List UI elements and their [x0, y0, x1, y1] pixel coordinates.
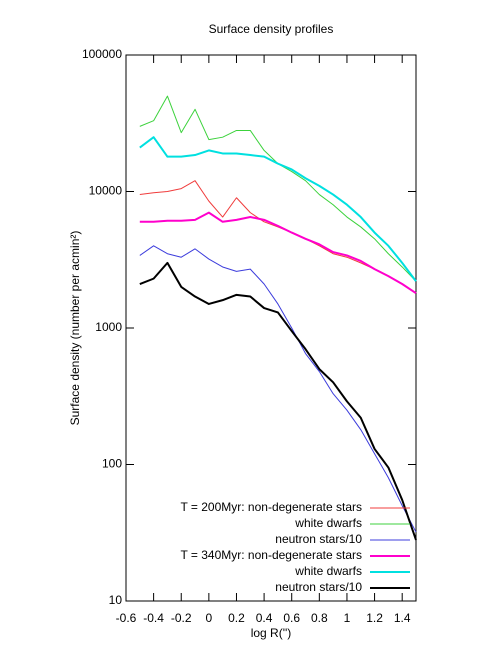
legend-label: white dwarfs [294, 516, 362, 530]
x-tick-label: 0.8 [311, 611, 328, 625]
y-tick-label: 100000 [82, 47, 122, 61]
x-axis-label: log R('') [251, 626, 292, 640]
series-line [139, 136, 417, 282]
legend-label: neutron stars/10 [275, 580, 362, 594]
x-tick-label: 1.4 [394, 611, 411, 625]
y-tick-label: 100 [102, 457, 122, 471]
y-tick-label: 10000 [89, 184, 123, 198]
legend-label: T = 340Myr: non-degenerate stars [180, 548, 362, 562]
plot-frame [125, 54, 417, 602]
x-tick-label: 0 [206, 611, 213, 625]
legend-label: neutron stars/10 [275, 532, 362, 546]
x-tick-label: -0.2 [171, 611, 192, 625]
y-tick-label: 1000 [95, 320, 122, 334]
series-line [139, 261, 417, 541]
series-line [139, 180, 417, 294]
y-axis-label: Surface density (number per acmin²) [68, 231, 82, 426]
x-tick-label: 0.2 [228, 611, 245, 625]
series-line [139, 245, 417, 533]
x-tick-label: 1 [344, 611, 351, 625]
legend-label: white dwarfs [294, 564, 362, 578]
x-tick-label: 0.6 [283, 611, 300, 625]
y-tick-label: 10 [109, 593, 123, 607]
legend-label: T = 200Myr: non-degenerate stars [180, 500, 362, 514]
x-tick-label: -0.6 [116, 611, 137, 625]
chart-title: Surface density profiles [209, 22, 334, 36]
x-tick-label: -0.4 [143, 611, 164, 625]
x-tick-label: 0.4 [256, 611, 273, 625]
series-line [139, 211, 417, 294]
x-tick-label: 1.2 [366, 611, 383, 625]
